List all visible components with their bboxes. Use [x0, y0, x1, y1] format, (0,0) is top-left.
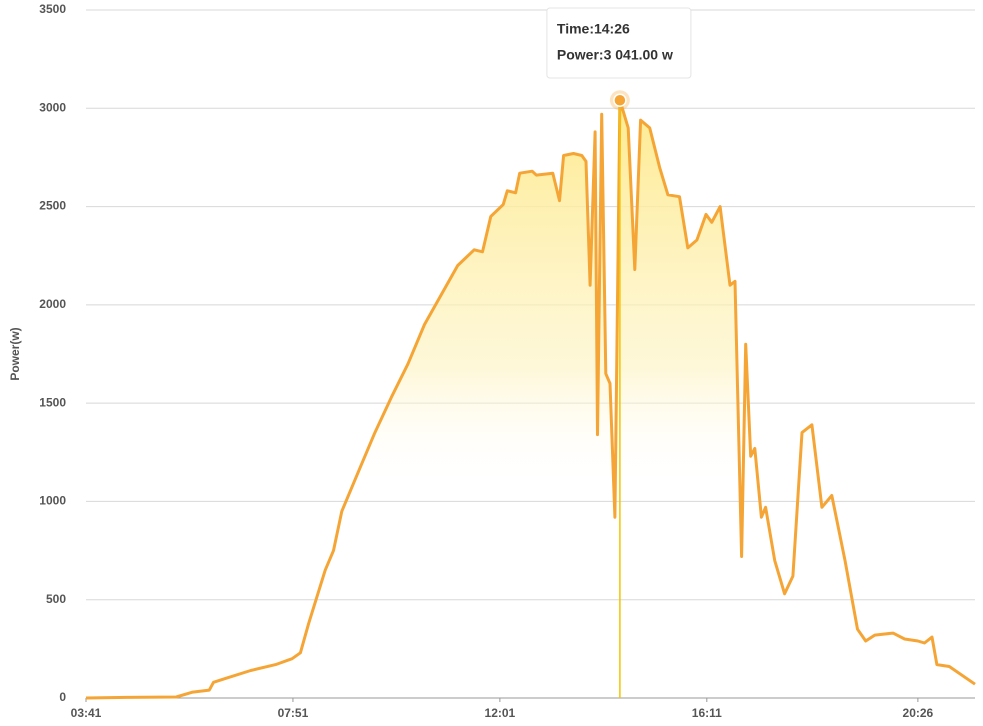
- y-tick-label: 3000: [39, 100, 66, 114]
- y-tick-label: 1000: [39, 494, 66, 508]
- tooltip-box: [546, 7, 692, 79]
- y-tick-label: 0: [59, 690, 66, 704]
- x-tick-label: 16:11: [692, 706, 722, 720]
- area-fill: [86, 100, 975, 698]
- x-tick-label: 20:26: [903, 706, 934, 720]
- x-tick-label: 03:41: [71, 706, 102, 720]
- tooltip-time: Time:14:26: [557, 21, 630, 37]
- x-tick-label: 07:51: [278, 706, 309, 720]
- y-tick-label: 500: [46, 592, 66, 606]
- tooltip: Time:14:26 Power:3 041.00 w: [546, 7, 692, 79]
- tooltip-power: Power:3 041.00 w: [557, 47, 673, 63]
- y-tick-label: 3500: [39, 2, 66, 16]
- y-tick-label: 2000: [39, 297, 66, 311]
- x-tick-label: 12:01: [485, 706, 516, 720]
- y-axis-label: Power(w): [8, 327, 22, 380]
- line: [85, 98, 976, 700]
- hover-point: [613, 93, 627, 107]
- y-tick-label: 2500: [39, 199, 66, 213]
- y-tick-label: 1500: [39, 395, 66, 409]
